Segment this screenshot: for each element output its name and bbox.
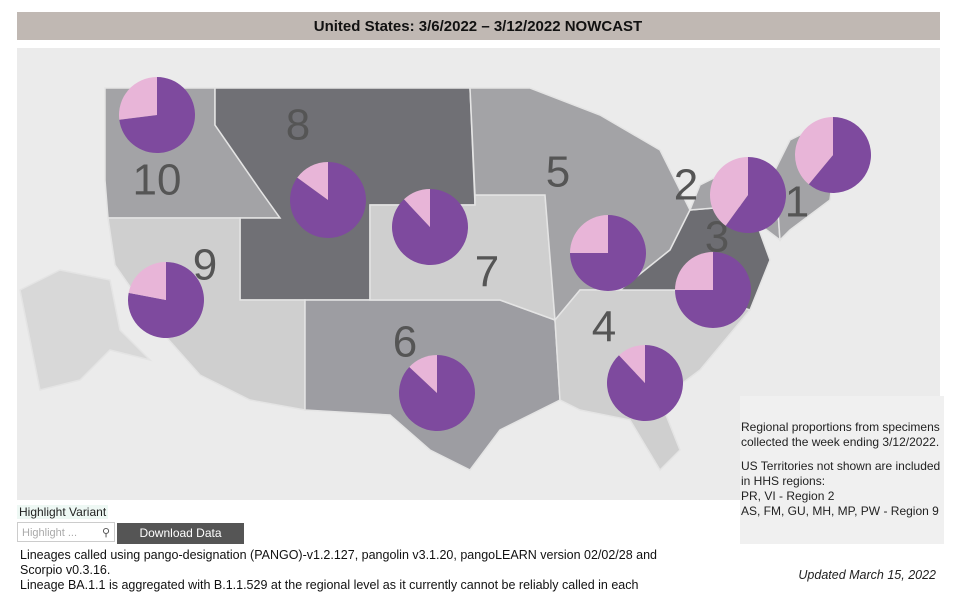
pie-slice [570,215,608,253]
pie-slice [618,345,645,383]
note-line: in HHS regions: [741,474,826,488]
pie-slice [119,77,157,120]
note-box: Regional proportions from specimens coll… [740,396,944,544]
search-input[interactable]: Highlight ... ⚲ [17,522,115,542]
note-line: AS, FM, GU, MH, MP, PW - Region 9 [741,504,939,518]
note-line: PR, VI - Region 2 [741,489,835,503]
pie-slice [297,162,328,200]
pie-slice [710,157,748,226]
pie-slice [725,157,787,233]
pie-slice [128,262,166,300]
footer-line: Lineage BA.1.1 is aggregated with B.1.1.… [20,578,639,592]
note-line: Regional proportions from specimens [741,420,940,434]
region-number: 8 [286,101,310,150]
pie-slice [795,117,833,185]
pie-slice [392,189,469,265]
pie-slice [409,355,437,393]
region-number: 4 [592,303,616,352]
search-icon: ⚲ [101,527,110,539]
footer-line: Scorpio v0.3.16. [20,563,111,577]
region-number: 5 [546,148,570,197]
title-bar [17,12,940,40]
pie-slice [808,117,872,193]
pie-slice [675,252,713,290]
updated: Updated March 15, 2022 [798,568,936,582]
map-title: United States: 3/6/2022 – 3/12/2022 NOWC… [314,18,642,35]
footer: Lineages called using pango-designation … [20,548,657,593]
download-button[interactable]: Download Data [117,523,244,544]
region-number: 10 [133,156,182,205]
highlight-label: Highlight Variant [17,505,109,519]
note-line: US Territories not shown are included [741,459,941,473]
region-number: 2 [674,161,698,210]
pie-slice [403,189,430,227]
alaska [19,269,153,391]
region-number: 1 [785,178,809,227]
pie-slice [119,77,195,153]
region-number: 6 [393,318,417,367]
search-placeholder: Highlight ... [22,527,78,539]
footer-line: Lineages called using pango-designation … [20,548,657,562]
region-number: 7 [475,248,499,297]
note-line: collected the week ending 3/12/2022. [741,435,940,449]
